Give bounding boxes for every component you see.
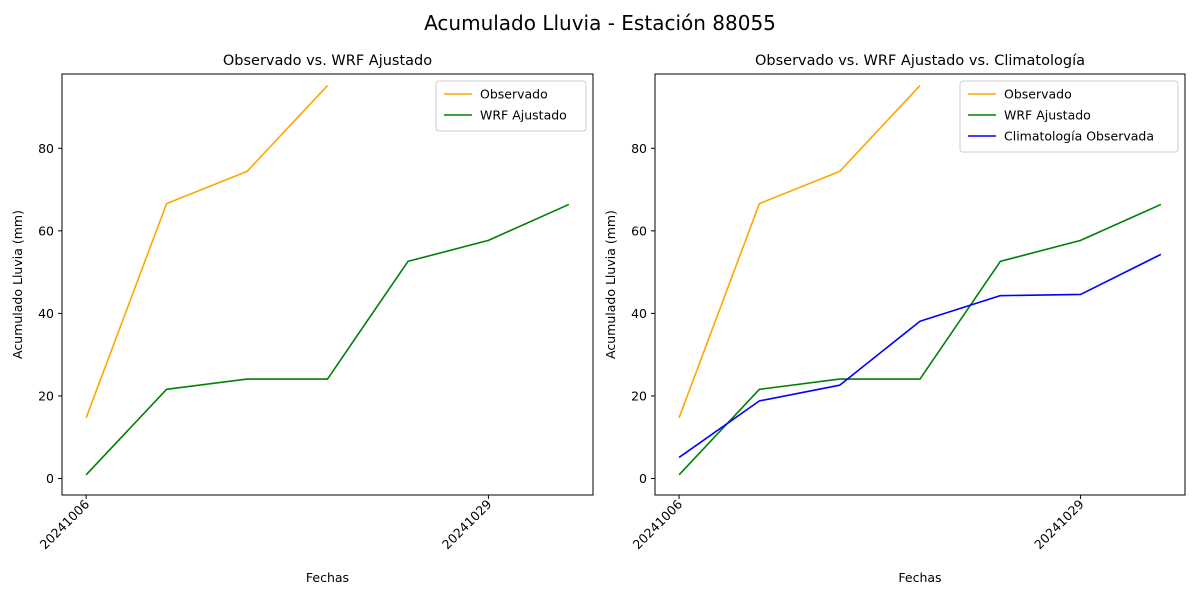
y-tick-label: 0 (639, 471, 647, 486)
y-axis-label: Acumulado Lluvia (mm) (603, 210, 618, 359)
x-tick-label: 20241006 (630, 496, 686, 552)
legend-box (435, 80, 587, 132)
x-tick-label: 20241006 (37, 496, 93, 552)
legend: Observado WRF Ajustado (435, 80, 587, 132)
y-tick-label: 20 (38, 388, 54, 403)
legend-box (959, 80, 1179, 153)
y-tick-label: 60 (631, 223, 647, 238)
chart-panel-right: Observado vs. WRF Ajustado vs. Climatolo… (603, 53, 1186, 585)
chart-title: Observado vs. WRF Ajustado vs. Climatolo… (755, 53, 1085, 69)
x-axis-label: Fechas (898, 570, 941, 585)
y-tick-label: 40 (631, 306, 647, 321)
chart-panel-left: Observado vs. WRF Ajustado 0 20 40 60 80 20241… (10, 53, 594, 585)
y-tick-label: 0 (46, 471, 54, 486)
series-line-observado (678, 85, 921, 419)
y-tick-label: 60 (38, 223, 54, 238)
series-line-wrf-ajustado (678, 203, 1162, 476)
x-axis-label: Fechas (306, 570, 349, 585)
y-tick-label: 80 (631, 141, 647, 156)
y-axis-label: Acumulado Lluvia (mm) (10, 210, 25, 359)
x-tick-label: 20241029 (1031, 496, 1087, 552)
series-line-observado (85, 85, 329, 419)
chart-title: Observado vs. WRF Ajustado (223, 53, 432, 69)
series-line-climatolog-a-observada (678, 253, 1162, 459)
legend-label: WRF Ajustado (1004, 108, 1091, 123)
figure-title: Acumulado Lluvia - Estación 88055 (424, 11, 776, 35)
x-tick-label: 20241029 (439, 496, 495, 552)
legend: Observado WRF Ajustado Climatología Observ… (959, 80, 1179, 153)
legend-label: Climatología Observada (1004, 129, 1154, 144)
legend-label: Observado (480, 87, 548, 102)
y-tick-label: 80 (38, 141, 54, 156)
series-line-wrf-ajustado (85, 203, 570, 476)
y-tick-label: 20 (631, 388, 647, 403)
y-tick-label: 40 (38, 306, 54, 321)
axes-frame (61, 73, 594, 496)
axes-frame (654, 73, 1186, 496)
legend-label: WRF Ajustado (480, 108, 567, 123)
legend-label: Observado (1004, 87, 1072, 102)
